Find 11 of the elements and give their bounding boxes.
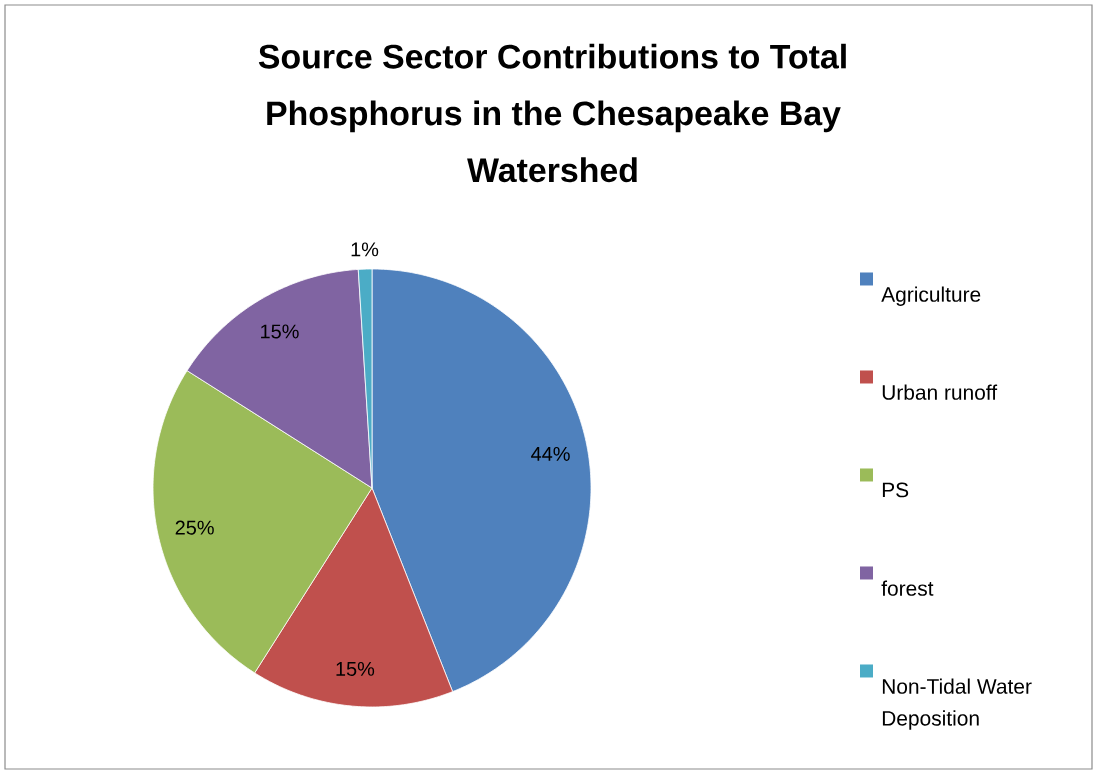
data-label: 44% <box>531 446 570 461</box>
legend-label: forest <box>881 580 934 596</box>
legend-label: Non-Tidal Water Deposition <box>882 678 1032 730</box>
data-label: 1% <box>351 242 379 257</box>
legend-label: PS <box>882 482 909 498</box>
data-label: 25% <box>175 520 214 535</box>
data-label: 15% <box>261 324 299 339</box>
legend-label: Urban runoff <box>882 384 998 400</box>
data-label: 15% <box>336 661 375 676</box>
chart-title: Source Sector Contributions to Total Phosphorus in the Chesapeake Bay Watershed <box>258 43 846 183</box>
legend-label: Agriculture <box>881 286 981 306</box>
